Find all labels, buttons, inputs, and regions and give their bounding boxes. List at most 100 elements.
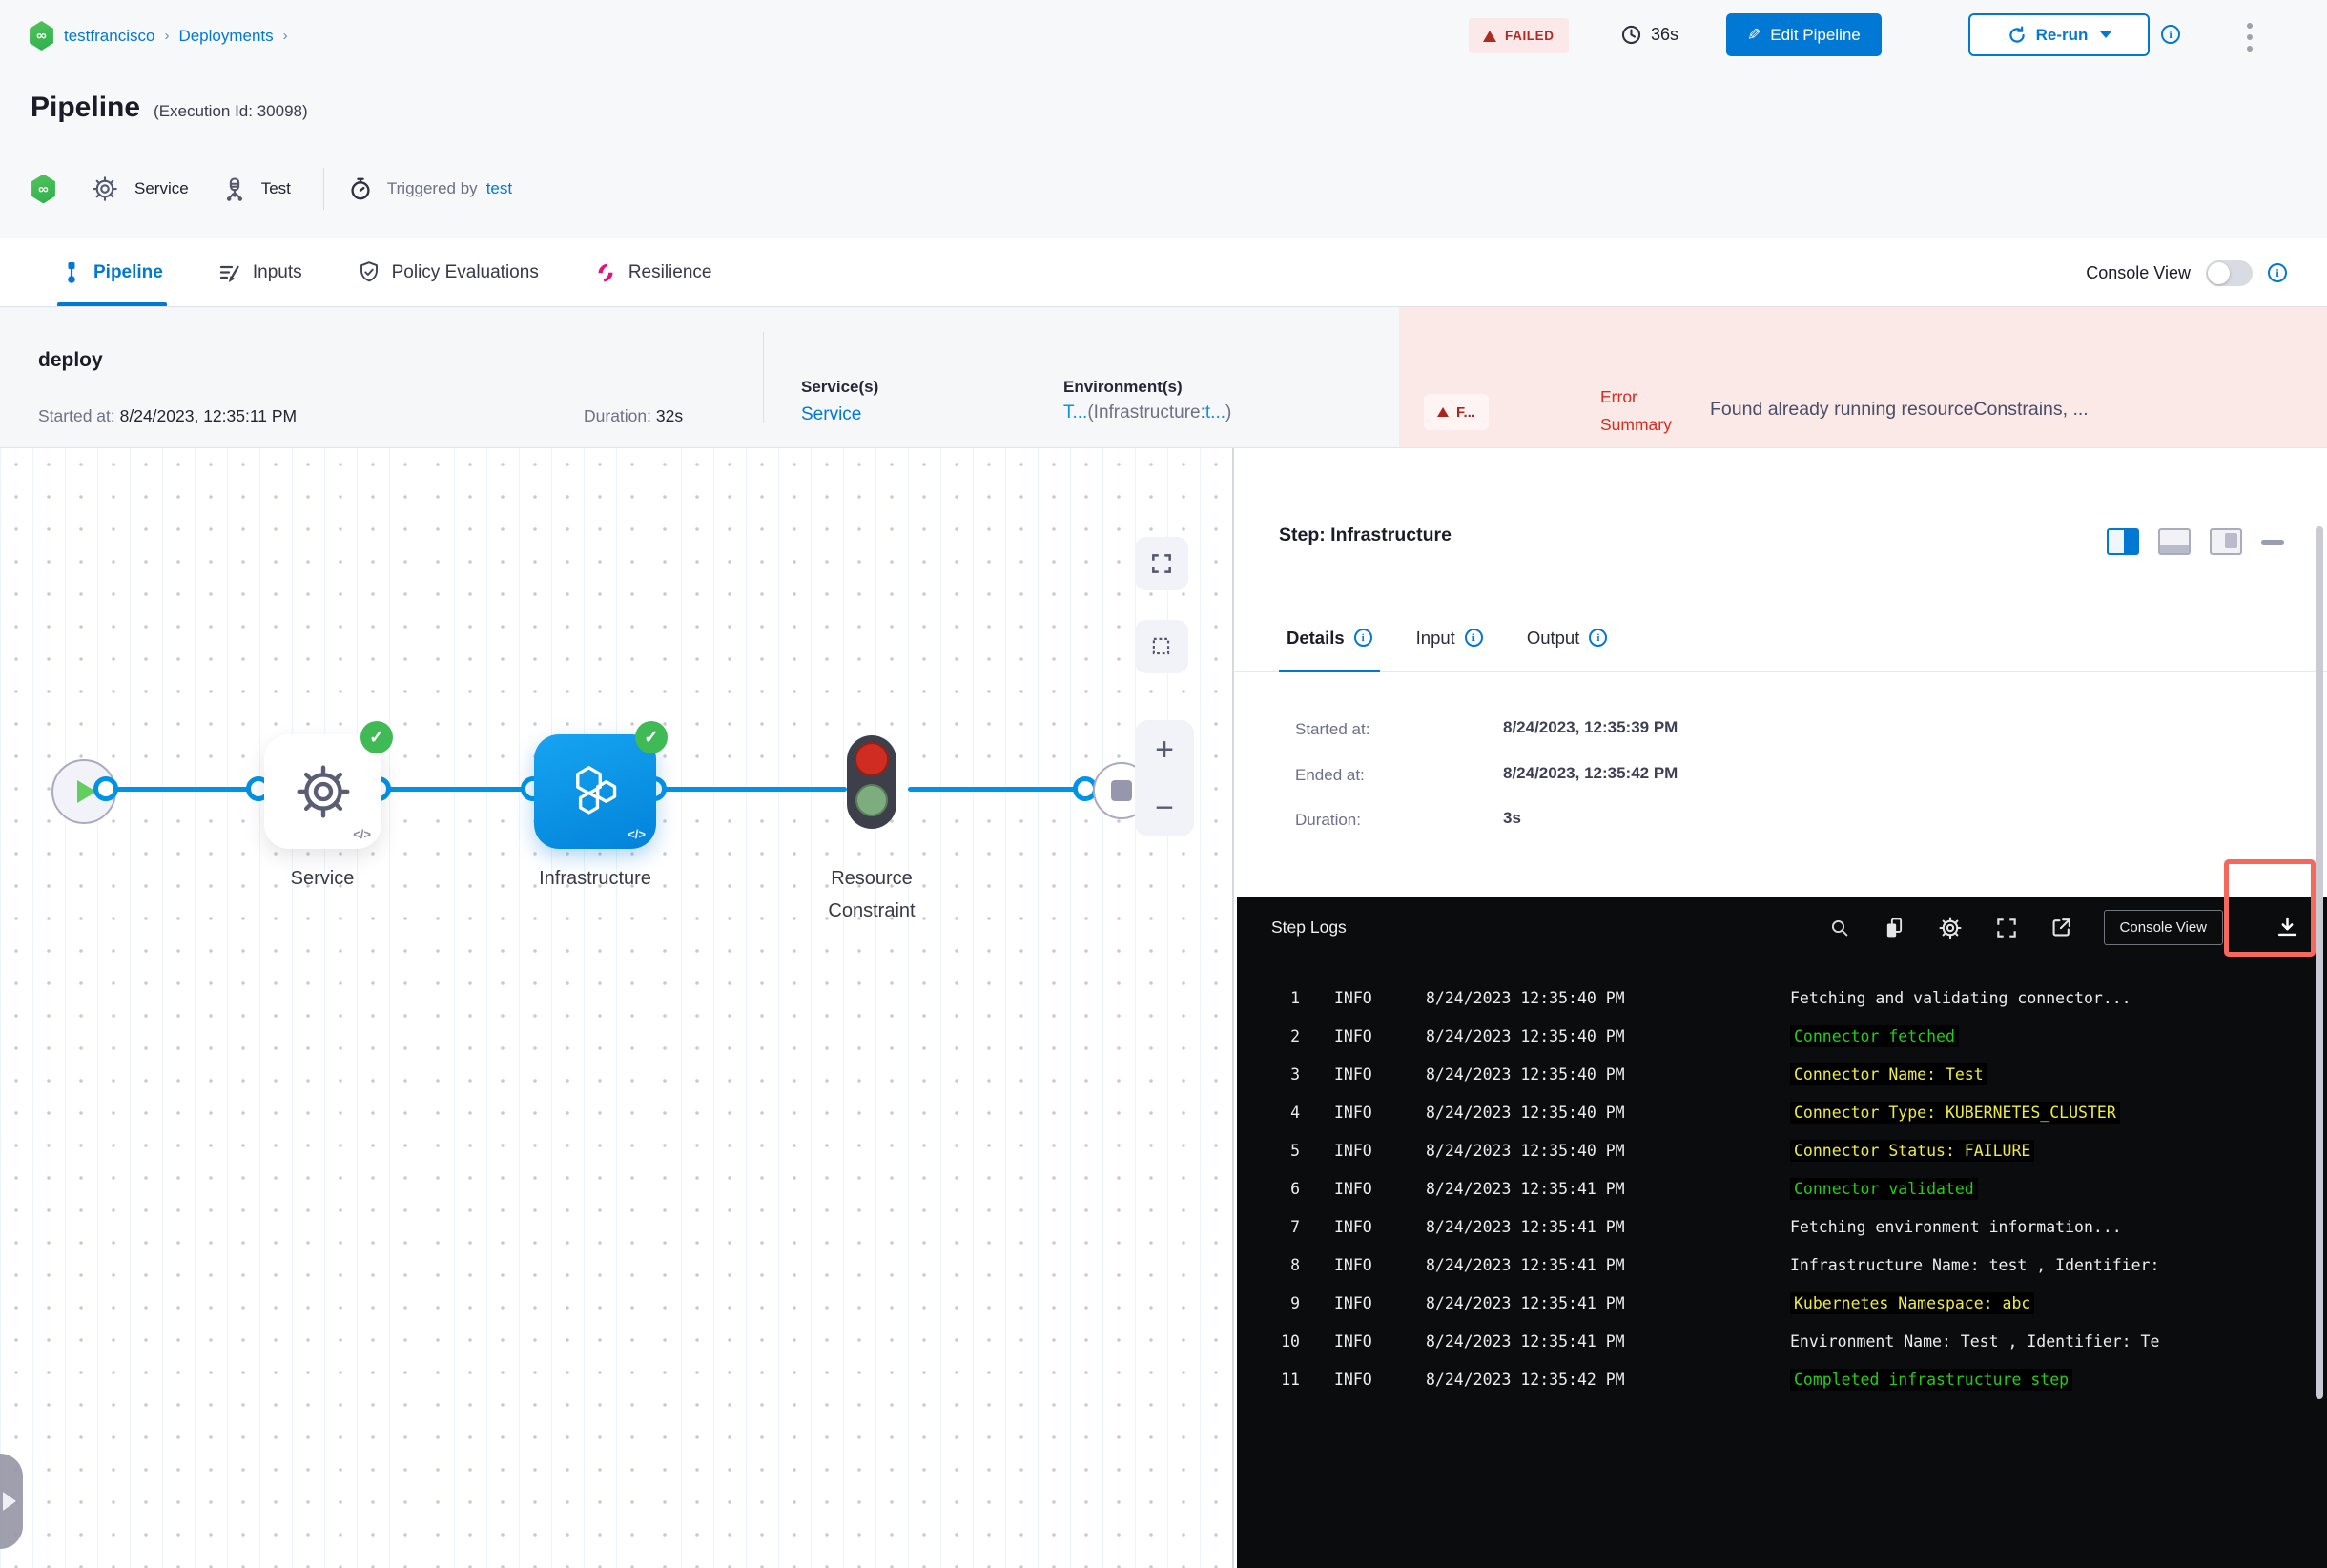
node-service[interactable]: </>: [264, 721, 393, 849]
console-view-controls: Console View i: [2086, 238, 2287, 307]
breadcrumb-project[interactable]: testfrancisco: [64, 26, 155, 45]
tab-details[interactable]: Details i: [1279, 604, 1380, 672]
more-options-menu[interactable]: [2243, 19, 2256, 55]
log-line: 1 INFO 8/24/2023 12:35:40 PM Fetching and v…: [1290, 988, 2131, 1007]
refresh-icon: [2007, 25, 2028, 46]
pipeline-graph-canvas[interactable]: </> Service </> Infrastructure Resource …: [0, 448, 1233, 1568]
tab-input[interactable]: Input i: [1416, 604, 1483, 671]
stage-started-at: Started at: 8/24/2023, 12:35:11 PM: [38, 406, 298, 425]
environment-icon: [221, 175, 248, 202]
copy-icon[interactable]: [1882, 916, 1906, 940]
tab-inputs[interactable]: Inputs: [218, 238, 302, 306]
stage-summary-strip: deploy Started at: 8/24/2023, 12:35:11 P…: [0, 307, 2327, 448]
environments-header: Environment(s): [1063, 378, 1183, 396]
log-line: 6 INFO 8/24/2023 12:35:41 PM Connector vali…: [1237, 1169, 2327, 1207]
triggered-by-link[interactable]: test: [485, 179, 513, 197]
error-summary-label: Error Summary: [1600, 387, 1672, 434]
canvas-zoom-panel: + −: [1135, 720, 1194, 836]
logs-fullscreen-icon[interactable]: [1994, 916, 2019, 940]
environment-name: Test: [260, 179, 291, 197]
pipeline-meta-row: ∞ Service Test: [31, 168, 512, 210]
download-logs-icon[interactable]: [2275, 915, 2300, 940]
edge: [654, 787, 847, 792]
console-view-info-icon[interactable]: i: [2268, 263, 2287, 282]
stage-name[interactable]: deploy: [38, 349, 103, 371]
node-label-infrastructure: Infrastructure: [539, 868, 651, 889]
code-glyph: </>: [628, 827, 646, 841]
breadcrumb-deployments[interactable]: Deployments: [178, 26, 274, 45]
code-glyph: </>: [353, 827, 371, 841]
canvas-fullscreen-button[interactable]: [1135, 537, 1188, 590]
infrastructure-link[interactable]: t...: [1205, 402, 1226, 423]
input-info-icon[interactable]: i: [1464, 629, 1483, 647]
details-info-icon[interactable]: i: [1353, 629, 1372, 647]
tab-policy-evaluations[interactable]: Policy Evaluations: [358, 238, 539, 306]
log-line: 8 INFO 8/24/2023 12:35:41 PM Infrastructure…: [1290, 1255, 2160, 1274]
page-title: Pipeline: [31, 92, 141, 123]
rerun-button[interactable]: Re-run: [1968, 13, 2150, 56]
node-resource-constraint[interactable]: [847, 735, 896, 829]
chevron-right-icon: ›: [282, 28, 288, 44]
success-check-badge: [635, 721, 668, 753]
log-lines[interactable]: 1 INFO 8/24/2023 12:35:40 PM Fetching and v…: [1237, 979, 2327, 1398]
duration-label: Duration:: [1295, 811, 1361, 829]
log-line: 5 INFO 8/24/2023 12:35:40 PM Connector Stat…: [1237, 1131, 2327, 1169]
tab-output[interactable]: Output i: [1527, 604, 1608, 671]
layout-bottom-button[interactable]: [2158, 528, 2191, 555]
triggered-by-label: Triggered by: [386, 179, 478, 197]
minimize-panel-button[interactable]: [2261, 539, 2284, 545]
red-light-icon: [855, 742, 889, 776]
tab-pipeline[interactable]: Pipeline: [57, 238, 167, 306]
step-detail-panel: Step: Infrastructure Details i Input i O…: [1233, 448, 2327, 1568]
play-icon: [76, 780, 96, 803]
layout-split-right-button[interactable]: [2107, 528, 2139, 555]
chevron-right-icon: ›: [164, 28, 170, 44]
service-label: Service: [134, 179, 189, 197]
service-link[interactable]: Service: [801, 404, 862, 424]
search-icon[interactable]: [1828, 917, 1851, 939]
success-check-badge: [360, 721, 393, 753]
page-title-row: Pipeline (Execution Id: 30098): [31, 92, 308, 124]
warning-triangle-icon: [1437, 407, 1449, 417]
stop-icon: [1111, 780, 1132, 801]
inputs-icon: [218, 261, 241, 284]
zoom-out-button[interactable]: −: [1155, 789, 1174, 826]
layout-floating-button[interactable]: [2210, 528, 2242, 555]
log-settings-gear-icon[interactable]: [1937, 915, 1964, 941]
pencil-icon: ✎: [1747, 25, 1761, 44]
warning-triangle-icon: [1483, 30, 1496, 42]
green-light-icon: [855, 784, 888, 816]
edit-pipeline-button[interactable]: ✎ Edit Pipeline: [1726, 13, 1882, 56]
ended-at-label: Ended at:: [1295, 766, 1365, 784]
environment-link[interactable]: T...: [1063, 402, 1088, 423]
edge: [379, 787, 534, 792]
panel-scrollbar[interactable]: [2316, 526, 2323, 1399]
zoom-in-button[interactable]: +: [1155, 731, 1174, 768]
ended-at-value: 8/24/2023, 12:35:42 PM: [1503, 764, 1678, 782]
log-line: 2 INFO 8/24/2023 12:35:40 PM Connector fetc…: [1237, 1017, 2327, 1055]
rerun-info-icon[interactable]: i: [2161, 25, 2180, 44]
started-at-value: 8/24/2023, 12:35:39 PM: [1503, 718, 1678, 736]
step-logs-toolbar: Step Logs: [1237, 897, 2327, 959]
console-view-toggle[interactable]: [2206, 259, 2253, 286]
left-panel-expand-handle[interactable]: [0, 1454, 23, 1549]
elapsed-time: 36s: [1619, 23, 1678, 47]
output-info-icon[interactable]: i: [1589, 629, 1608, 647]
tab-resilience[interactable]: Resilience: [594, 238, 711, 306]
gear-icon: [91, 175, 119, 203]
error-summary-region: [1399, 307, 2327, 447]
divider: [322, 168, 324, 210]
chevron-right-icon: [3, 1492, 16, 1511]
step-logs-title: Step Logs: [1271, 918, 1347, 937]
gear-icon: [292, 760, 355, 823]
node-infrastructure[interactable]: </>: [534, 721, 668, 849]
log-line: 4 INFO 8/24/2023 12:35:40 PM Connector Type…: [1237, 1093, 2327, 1131]
failed-mini-badge: F...: [1424, 394, 1490, 430]
canvas-multi-select-button[interactable]: [1135, 620, 1188, 673]
log-line: 11 INFO 8/24/2023 12:35:42 PM Completed inf…: [1237, 1360, 2327, 1398]
header-band: ∞ testfrancisco › Deployments › Pipeline…: [0, 0, 2327, 238]
logs-console-view-button[interactable]: Console View: [2103, 910, 2223, 945]
open-in-new-tab-icon[interactable]: [2049, 916, 2073, 939]
error-summary-message: Found already running resourceConstrains…: [1710, 399, 2089, 420]
